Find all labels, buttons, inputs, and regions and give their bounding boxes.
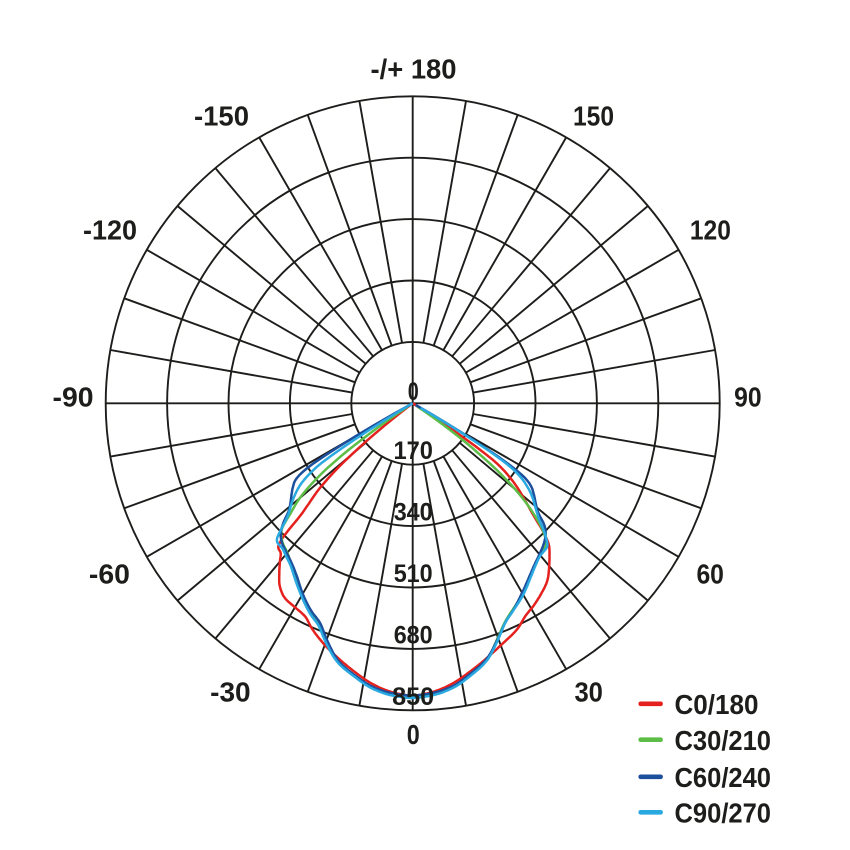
svg-text:-/+ 180: -/+ 180 bbox=[371, 54, 457, 85]
svg-text:-30: -30 bbox=[210, 676, 251, 707]
svg-text:340: 340 bbox=[394, 499, 433, 527]
svg-text:-150: -150 bbox=[194, 101, 249, 132]
svg-text:120: 120 bbox=[690, 215, 731, 246]
svg-text:0: 0 bbox=[408, 378, 419, 406]
svg-text:90: 90 bbox=[734, 382, 762, 413]
svg-text:-90: -90 bbox=[53, 382, 94, 413]
svg-text:C90/270: C90/270 bbox=[675, 798, 772, 829]
svg-text:170: 170 bbox=[393, 437, 433, 465]
svg-text:-60: -60 bbox=[89, 559, 130, 590]
svg-text:150: 150 bbox=[573, 101, 614, 132]
svg-text:C30/210: C30/210 bbox=[675, 725, 772, 756]
svg-text:850: 850 bbox=[392, 683, 434, 711]
svg-text:C60/240: C60/240 bbox=[675, 762, 772, 793]
svg-text:680: 680 bbox=[394, 621, 433, 649]
svg-text:0: 0 bbox=[407, 719, 420, 750]
svg-text:C0/180: C0/180 bbox=[675, 689, 759, 720]
svg-text:-120: -120 bbox=[83, 215, 137, 246]
svg-text:30: 30 bbox=[574, 676, 603, 707]
svg-text:510: 510 bbox=[394, 560, 433, 588]
svg-text:60: 60 bbox=[696, 559, 724, 590]
